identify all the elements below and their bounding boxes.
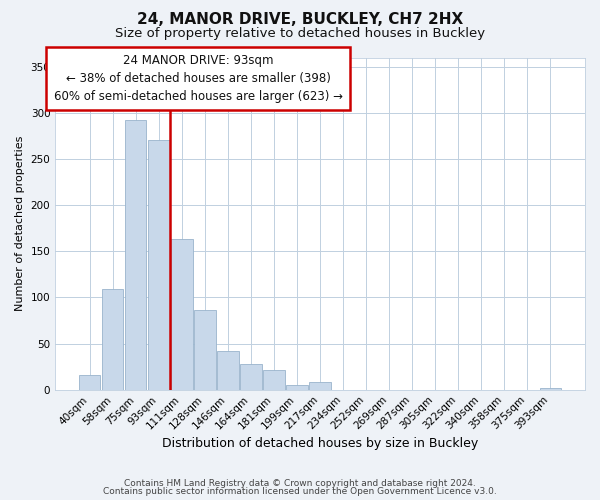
Bar <box>194 310 215 390</box>
Bar <box>263 370 284 390</box>
Text: 24 MANOR DRIVE: 93sqm
← 38% of detached houses are smaller (398)
60% of semi-det: 24 MANOR DRIVE: 93sqm ← 38% of detached … <box>53 54 343 103</box>
Y-axis label: Number of detached properties: Number of detached properties <box>15 136 25 312</box>
Bar <box>217 351 239 390</box>
Bar <box>241 364 262 390</box>
Text: Size of property relative to detached houses in Buckley: Size of property relative to detached ho… <box>115 28 485 40</box>
Bar <box>286 385 308 390</box>
Bar <box>540 388 561 390</box>
Bar <box>79 375 100 390</box>
Text: Contains HM Land Registry data © Crown copyright and database right 2024.: Contains HM Land Registry data © Crown c… <box>124 478 476 488</box>
Text: 24, MANOR DRIVE, BUCKLEY, CH7 2HX: 24, MANOR DRIVE, BUCKLEY, CH7 2HX <box>137 12 463 28</box>
Text: Contains public sector information licensed under the Open Government Licence v3: Contains public sector information licen… <box>103 487 497 496</box>
Bar <box>102 289 124 390</box>
X-axis label: Distribution of detached houses by size in Buckley: Distribution of detached houses by size … <box>162 437 478 450</box>
Bar <box>148 140 170 390</box>
Bar <box>172 240 193 390</box>
Bar <box>310 382 331 390</box>
Bar <box>125 120 146 390</box>
